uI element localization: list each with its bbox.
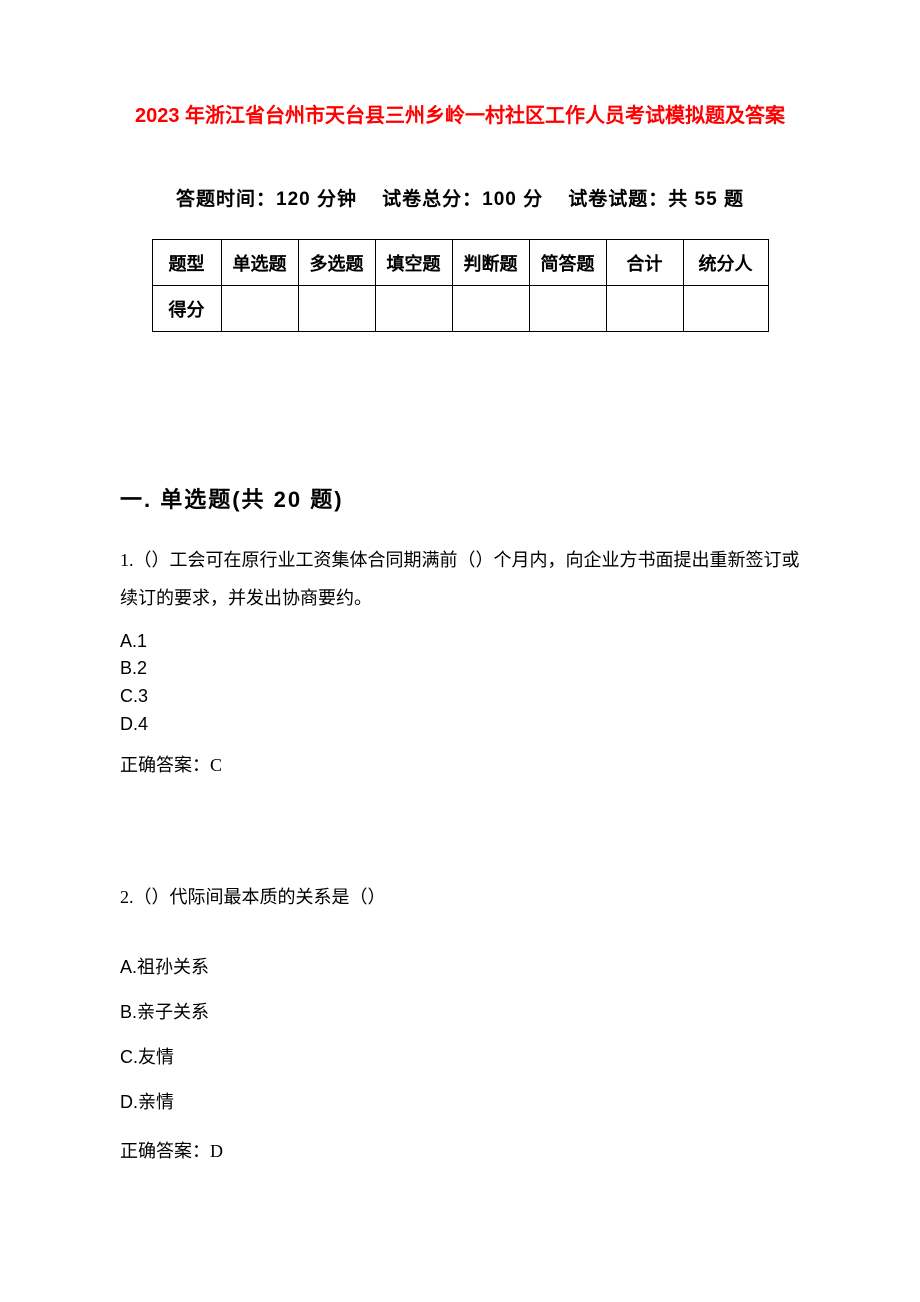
table-header-cell: 多选题 [298,240,375,286]
option-d: D.亲情 [120,1080,800,1125]
spacer [120,777,800,851]
table-header-cell: 判断题 [452,240,529,286]
score-table: 题型 单选题 多选题 填空题 判断题 简答题 合计 统分人 得分 [152,239,769,332]
option-b: B.2 [120,655,800,683]
option-a: A.1 [120,628,800,656]
exam-meta: 答题时间：120 分钟 试卷总分：100 分 试卷试题：共 55 题 [120,184,800,211]
exam-page: 2023 年浙江省台州市天台县三州乡岭一村社区工作人员考试模拟题及答案 答题时间… [0,0,920,1302]
meta-total-value: 100 分 [482,189,543,210]
meta-time-value: 120 分钟 [276,189,357,210]
table-header-cell: 填空题 [375,240,452,286]
answer-value: D [210,1141,223,1161]
question-stem: 1.（）工会可在原行业工资集体合同期满前（）个月内，向企业方书面提出重新签订或续… [120,542,800,618]
table-header-cell: 单选题 [221,240,298,286]
table-header-cell: 题型 [152,240,221,286]
option-c: C.3 [120,683,800,711]
table-cell [375,286,452,332]
meta-count-label: 试卷试题： [568,189,668,210]
question-stem: 2.（）代际间最本质的关系是（） [120,879,800,917]
table-cell: 得分 [152,286,221,332]
answer-value: C [210,755,222,775]
table-cell [606,286,683,332]
answer-label: 正确答案： [120,755,210,775]
table-row: 得分 [152,286,768,332]
answer-label: 正确答案： [120,1141,210,1161]
table-cell [452,286,529,332]
document-title: 2023 年浙江省台州市天台县三州乡岭一村社区工作人员考试模拟题及答案 [120,100,800,132]
table-header-cell: 简答题 [529,240,606,286]
meta-count-value: 共 55 题 [668,189,744,210]
option-b: B.亲子关系 [120,990,800,1035]
score-table-wrap: 题型 单选题 多选题 填空题 判断题 简答题 合计 统分人 得分 [120,239,800,332]
meta-total-label: 试卷总分： [382,189,482,210]
question-options: A.祖孙关系 B.亲子关系 C.友情 D.亲情 [120,945,800,1125]
table-cell [221,286,298,332]
section-heading: 一. 单选题(共 20 题) [120,482,800,514]
question-options: A.1 B.2 C.3 D.4 [120,628,800,740]
table-cell [529,286,606,332]
table-header-cell: 统分人 [683,240,768,286]
table-cell [683,286,768,332]
answer-line: 正确答案：C [120,751,800,777]
option-a: A.祖孙关系 [120,945,800,990]
answer-line: 正确答案：D [120,1137,800,1163]
meta-time-label: 答题时间： [176,189,276,210]
table-row: 题型 单选题 多选题 填空题 判断题 简答题 合计 统分人 [152,240,768,286]
table-header-cell: 合计 [606,240,683,286]
option-d: D.4 [120,711,800,739]
option-c: C.友情 [120,1035,800,1080]
table-cell [298,286,375,332]
